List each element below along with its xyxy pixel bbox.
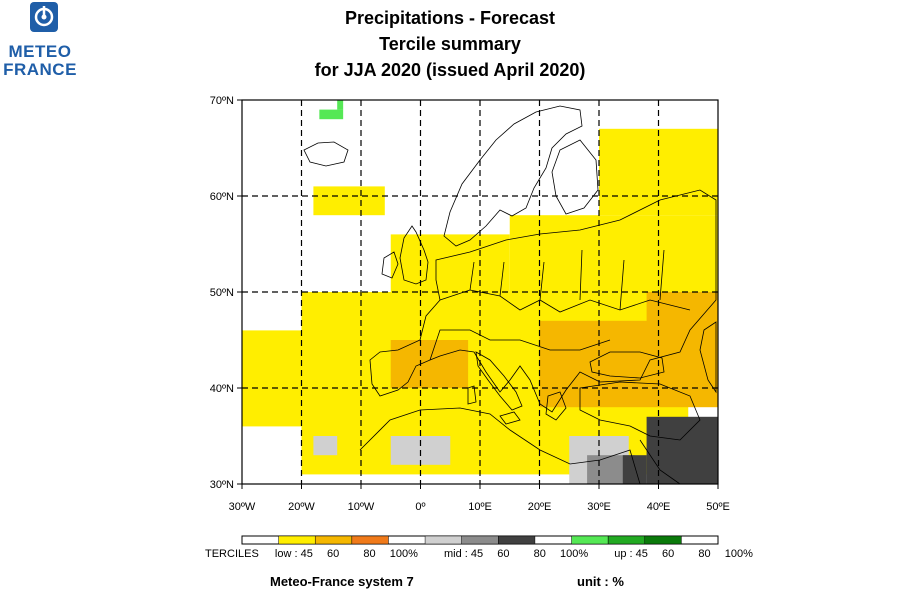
lat-tick-label: 60ºN — [210, 191, 234, 203]
lat-tick-label: 50ºN — [210, 287, 234, 299]
legend-up-80: 80 — [698, 548, 711, 560]
legend-swatch-up-0 — [571, 535, 609, 545]
unit-label: unit : % — [577, 574, 624, 589]
axis-ticks: 70ºN 60ºN 50ºN 40ºN 30ºN 30ºW 20ºW 10ºW 0º 10ºE 20… — [210, 95, 730, 513]
lon-tick-label: 10ºE — [468, 501, 492, 513]
legend-swatch-low-2 — [351, 535, 389, 545]
legend-low-45: low : 45 — [274, 548, 313, 560]
meteo-france-logo-icon — [30, 2, 58, 32]
lon-tick-label: 0º — [415, 501, 425, 513]
lon-tick-label: 20ºE — [528, 501, 552, 513]
tercile-region-mid-80 — [622, 455, 647, 484]
legend-low-100: 100% — [389, 548, 418, 560]
tercile-region-low-45 — [509, 215, 718, 292]
tercile-region-low-45 — [390, 234, 510, 312]
chart-period: for JJA 2020 (issued April 2020) — [314, 60, 586, 80]
tercile-region-mid-45 — [313, 436, 338, 456]
chart-title: Precipitations - Forecast — [344, 8, 556, 28]
legend-up-100: 100% — [724, 548, 753, 560]
tercile-region-up-45 — [319, 109, 344, 120]
meteo-france-logo: METEO FRANCE — [0, 0, 80, 82]
tercile-region-up-45 — [337, 100, 344, 110]
legend-swatch-low-0 — [278, 535, 316, 545]
lon-tick-label: 30ºW — [229, 501, 256, 513]
legend-up-60: 60 — [662, 548, 675, 560]
coastlines — [303, 105, 717, 485]
logo-text-meteo: METEO — [8, 42, 72, 61]
legend-swatch-mid-2 — [498, 535, 536, 545]
legend-mid-100: 100% — [560, 548, 589, 560]
legend-low-80: 80 — [363, 548, 376, 560]
legend-title: TERCILES — [205, 548, 259, 560]
tercile-region-mid-80 — [646, 416, 718, 484]
legend-mid-60: 60 — [497, 548, 510, 560]
lon-tick-label: 10ºW — [348, 501, 375, 513]
lat-lon-grid — [242, 100, 718, 484]
chart-subtitle: Tercile summary — [379, 34, 521, 54]
legend-swatch-mid-1 — [461, 535, 499, 545]
legend-labels: TERCILES low : 45 60 80 100% mid : 45 60… — [205, 548, 753, 560]
tercile-region-low-60 — [390, 340, 469, 388]
tercile-region-low-45 — [313, 186, 385, 216]
legend-colorbar — [241, 535, 719, 545]
legend-swatch-up-2 — [644, 535, 682, 545]
lat-tick-label: 70ºN — [210, 95, 234, 107]
lon-tick-label: 40ºE — [647, 501, 671, 513]
lon-tick-label: 50ºE — [706, 501, 730, 513]
lat-tick-label: 30ºN — [210, 479, 234, 491]
legend-swatch-up-1 — [607, 535, 646, 545]
lon-tick-label: 20ºW — [288, 501, 315, 513]
model-system-label: Meteo-France system 7 — [270, 574, 414, 589]
legend-swatch-mid-0 — [424, 535, 462, 545]
lat-tick-label: 40ºN — [210, 383, 234, 395]
tercile-region-low-60 — [646, 292, 718, 350]
legend-mid-45: mid : 45 — [443, 548, 484, 560]
legend-swatch-low-1 — [314, 535, 353, 545]
logo-text-france: FRANCE — [3, 60, 77, 79]
lon-tick-label: 30ºE — [587, 501, 611, 513]
legend-mid-80: 80 — [533, 548, 546, 560]
legend-up-45: up : 45 — [614, 548, 648, 560]
legend-low-60: 60 — [326, 548, 340, 560]
